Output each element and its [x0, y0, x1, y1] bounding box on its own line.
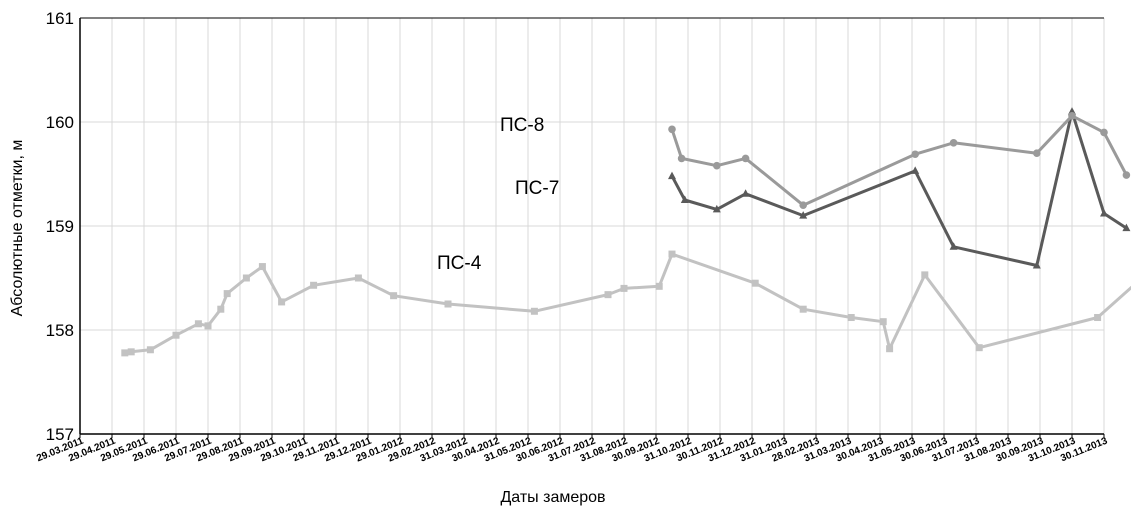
series-label-ps8: ПС-8 — [500, 115, 544, 136]
series-2-point — [1100, 128, 1108, 137]
series-2-point — [677, 154, 686, 163]
series-1-point — [911, 166, 920, 174]
series-0-point — [921, 271, 929, 279]
x-axis-ticks: 29.03.201129.04.201129.05.201129.06.2011… — [35, 435, 1109, 464]
series-label-ps4: ПС-4 — [437, 253, 482, 274]
series-1-point — [1100, 209, 1108, 217]
series-2-point — [949, 139, 958, 147]
x-axis-title: Даты замеров — [500, 489, 605, 506]
series-0-point — [530, 307, 538, 315]
series-0-point — [242, 274, 250, 282]
series-0-point — [1094, 314, 1102, 322]
series-2-point — [668, 125, 676, 134]
series-0-point — [655, 282, 663, 290]
series-2-point — [1033, 149, 1041, 157]
series-label-ps7: ПС-7 — [515, 178, 559, 199]
series-1-point — [741, 189, 750, 197]
series-0-point — [444, 300, 452, 308]
y-axis-ticks: 157 158 159 160 161 — [46, 9, 74, 444]
axes — [79, 17, 1105, 438]
series-0-point — [620, 284, 628, 292]
series-1-point — [1122, 223, 1131, 232]
series-2-point — [741, 154, 750, 163]
y-axis-title: Абсолютные отметки, м — [9, 140, 26, 317]
series-layer — [121, 107, 1131, 357]
series-0-point — [847, 314, 855, 322]
series-0-point — [278, 298, 286, 306]
series-2-point — [713, 161, 721, 170]
series-0-point — [751, 279, 759, 287]
grid — [79, 17, 1105, 435]
series-0-point — [879, 318, 887, 326]
series-0-point — [668, 250, 676, 258]
series-2-point — [1122, 171, 1131, 179]
series-2-point — [1068, 111, 1076, 120]
y-tick-label: 161 — [46, 9, 74, 28]
series-1-point — [680, 195, 689, 203]
series-0-point — [204, 322, 212, 330]
series-0-point — [121, 349, 129, 357]
series-0-line — [124, 252, 1131, 355]
series-0-point — [354, 274, 362, 282]
series-0-point — [975, 344, 983, 352]
series-0-point — [223, 290, 231, 298]
series-1-point — [712, 204, 721, 213]
series-0-point — [194, 320, 202, 328]
y-tick-label: 160 — [46, 113, 74, 132]
series-0-point — [172, 331, 180, 339]
series-1-point — [1032, 261, 1041, 269]
series-1-point — [949, 242, 958, 250]
series-1-line — [670, 110, 1128, 267]
series-0-point — [310, 281, 318, 289]
series-0-point — [217, 305, 225, 313]
series-0-point — [604, 291, 612, 299]
series-2-point — [799, 201, 807, 209]
y-tick-label: 158 — [46, 321, 74, 340]
series-1-point — [668, 171, 676, 180]
series-2-point — [911, 150, 919, 159]
y-tick-label: 159 — [46, 217, 74, 236]
series-0-point — [886, 345, 894, 353]
y-tick-label: 157 — [46, 425, 74, 444]
series-0-point — [146, 346, 154, 354]
series-0-point — [258, 263, 266, 271]
series-0-point — [390, 292, 398, 300]
series-0-point — [799, 305, 807, 313]
series-2-line — [670, 114, 1128, 207]
series-1-point — [799, 211, 808, 219]
series-0-point — [127, 348, 135, 356]
